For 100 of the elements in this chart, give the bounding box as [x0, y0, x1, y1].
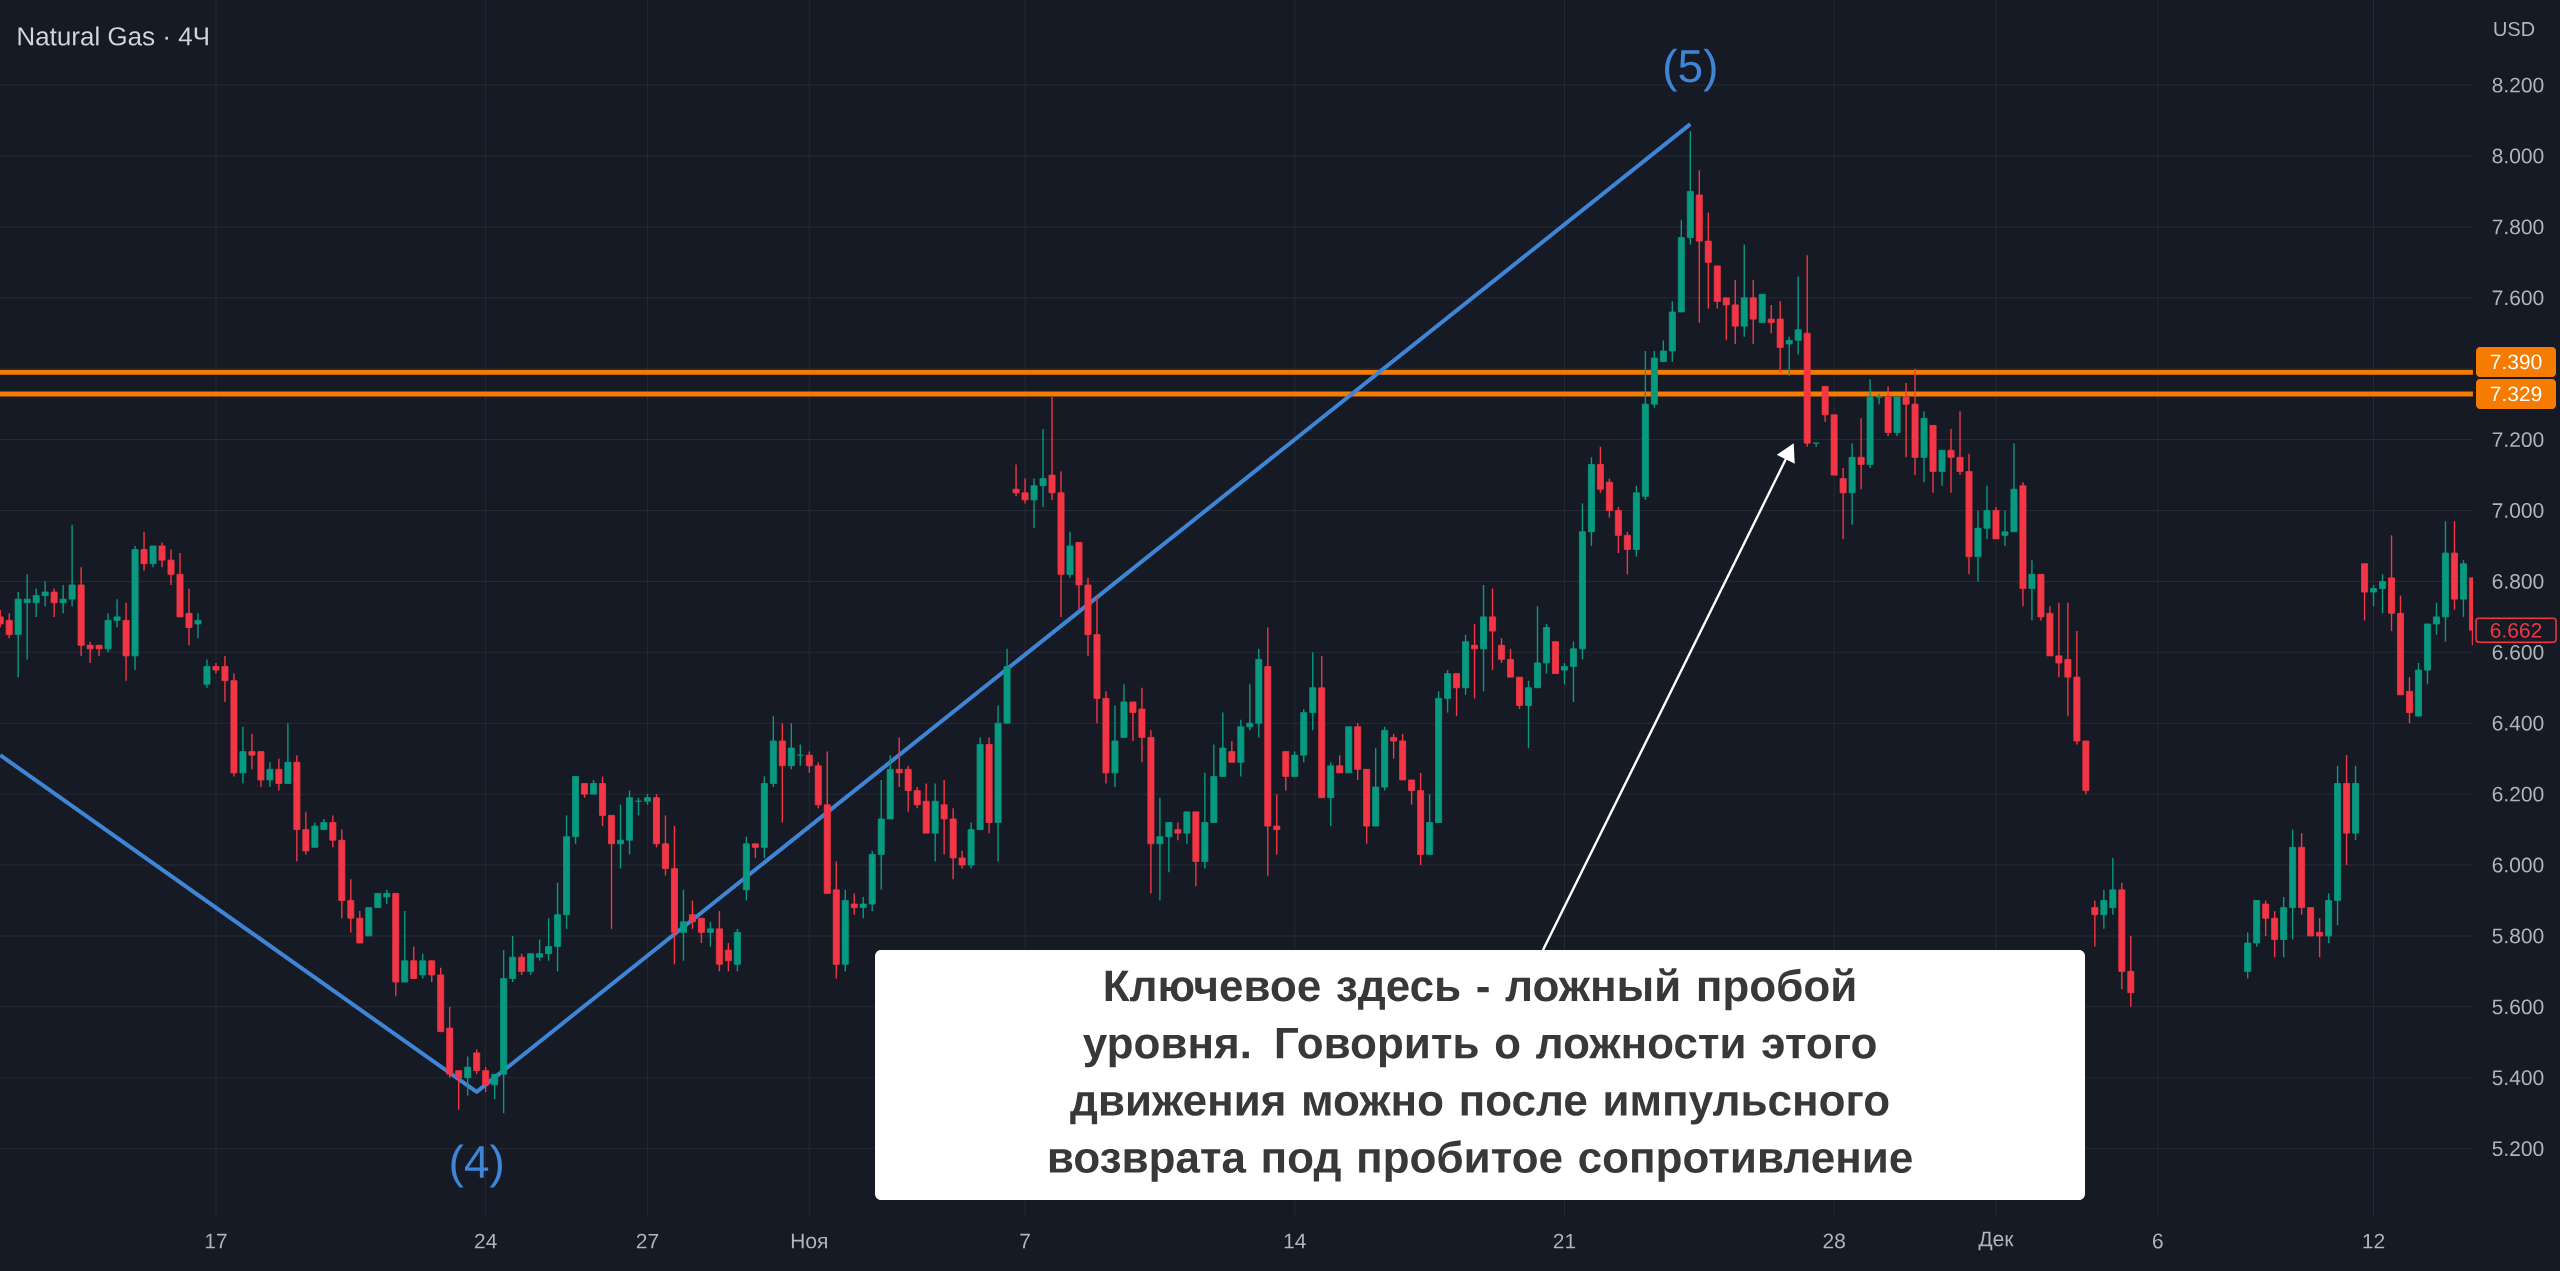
text: Natural Gas · 4Ч	[18, 26, 208, 46]
candlestick	[1489, 587, 1496, 671]
candlestick	[149, 545, 157, 568]
y-tick-label: 6.600	[2492, 644, 2544, 660]
candlestick	[2379, 573, 2386, 615]
candlestick	[527, 952, 535, 976]
candlestick	[2091, 899, 2099, 948]
y-tick-label: 7.200	[2492, 432, 2544, 448]
y-tick-label: 6.400	[2492, 715, 2544, 731]
candlestick	[1722, 297, 1730, 342]
candlestick	[2262, 899, 2270, 937]
x-tick-label: 21	[1553, 1233, 1576, 1249]
ref-line-label: 7.390	[2490, 354, 2542, 370]
y-tick-label: 5.200	[2492, 1141, 2544, 1157]
candlestick	[1525, 679, 1532, 749]
candlestick	[859, 896, 867, 919]
candlestick	[545, 917, 553, 962]
candlestick	[2028, 559, 2036, 622]
candlestick	[491, 1073, 499, 1100]
candlestick	[203, 658, 211, 689]
candlestick	[50, 587, 58, 618]
candlestick	[428, 960, 436, 983]
y-tick-label: 5.400	[2492, 1070, 2544, 1086]
annotation: Ключевое здесь - ложный пробой уровня. Говорить о ложности этого движения можно после импульсного возврата под пробитое сопротивление	[1049, 968, 1912, 1182]
candlestick	[1875, 392, 1883, 405]
ref-line-label: 7.329	[2490, 386, 2542, 402]
candlestick	[1749, 279, 1757, 345]
annotation: (4)	[451, 1144, 502, 1188]
x-tick-label: Дек	[1978, 1231, 2014, 1251]
y-tick-label: 7.800	[2492, 219, 2544, 235]
text: 6.662	[2490, 622, 2542, 638]
candlestick	[787, 722, 795, 771]
x-tick-label: 12	[2363, 1233, 2385, 1249]
x-tick-label: 17	[205, 1233, 227, 1249]
candlestick	[1839, 467, 1847, 540]
candlestick	[1408, 779, 1416, 806]
candlestick	[2271, 910, 2279, 958]
candlestick	[1560, 662, 1568, 685]
candlestick	[706, 921, 714, 948]
candlestick	[2316, 917, 2324, 958]
candlestick	[1623, 531, 1631, 576]
candlestick	[1938, 449, 1946, 487]
candlestick	[455, 1069, 463, 1111]
candlestick	[1569, 640, 1577, 703]
candlestick	[1704, 212, 1712, 310]
y-tick-label: 6.000	[2492, 857, 2544, 873]
x-tick-label: Ноя	[791, 1233, 827, 1249]
candlestick	[464, 1055, 472, 1097]
candlestick	[473, 1048, 481, 1075]
y-tick-label: 8.200	[2492, 77, 2544, 93]
candlestick	[688, 899, 696, 930]
y-tick-label: 6.200	[2492, 786, 2544, 802]
candlestick	[2406, 676, 2413, 724]
candlestick	[1291, 750, 1299, 778]
y-axis-title: USD	[2494, 21, 2535, 37]
candlestick	[275, 757, 283, 792]
candlestick	[509, 935, 517, 983]
candlestick	[482, 1066, 490, 1093]
candlestick	[401, 910, 409, 983]
candlestick	[2433, 601, 2440, 636]
candlestick	[239, 726, 247, 785]
candlestick	[796, 743, 804, 767]
candlestick	[194, 612, 202, 639]
candlestick	[805, 750, 813, 774]
candlestick	[518, 952, 526, 976]
candlestick	[1273, 793, 1281, 856]
x-tick-label: 6	[2153, 1233, 2163, 1249]
candlestick	[2370, 584, 2377, 607]
candlestick	[1183, 811, 1191, 845]
candlestick	[1453, 672, 1461, 717]
y-tick-label: 5.600	[2492, 999, 2544, 1015]
candlestick	[1228, 740, 1236, 763]
candlestick	[617, 804, 624, 870]
candlestick	[1471, 623, 1479, 700]
annotation: (5)	[1665, 48, 1716, 92]
candlestick	[724, 942, 732, 973]
y-tick-label: 8.000	[2492, 148, 2544, 164]
candlestick	[697, 917, 705, 944]
candlestick	[1731, 279, 1739, 345]
candlestick	[419, 952, 427, 980]
x-tick-label: 24	[475, 1233, 497, 1249]
candlestick	[1857, 417, 1865, 490]
candlestick	[1498, 637, 1505, 664]
x-tick-label: 7	[1020, 1233, 1030, 1249]
candlestick	[536, 938, 544, 962]
y-tick-label: 7.000	[2492, 503, 2544, 518]
candlestick	[266, 761, 274, 788]
candlestick	[284, 722, 292, 785]
candlestick	[1507, 648, 1514, 678]
y-tick-label: 5.800	[2492, 928, 2544, 944]
candlestick	[1174, 821, 1182, 841]
candlestick	[1390, 733, 1398, 760]
y-tick-label: 7.600	[2492, 290, 2544, 306]
candlestick	[140, 531, 148, 572]
candlestick	[1659, 339, 1667, 363]
x-tick-label: 14	[1284, 1233, 1306, 1249]
y-tick-label: 6.800	[2492, 574, 2544, 589]
x-tick-label: 28	[1823, 1233, 1845, 1249]
candlestick	[410, 945, 418, 980]
x-tick-label: 27	[636, 1233, 659, 1249]
